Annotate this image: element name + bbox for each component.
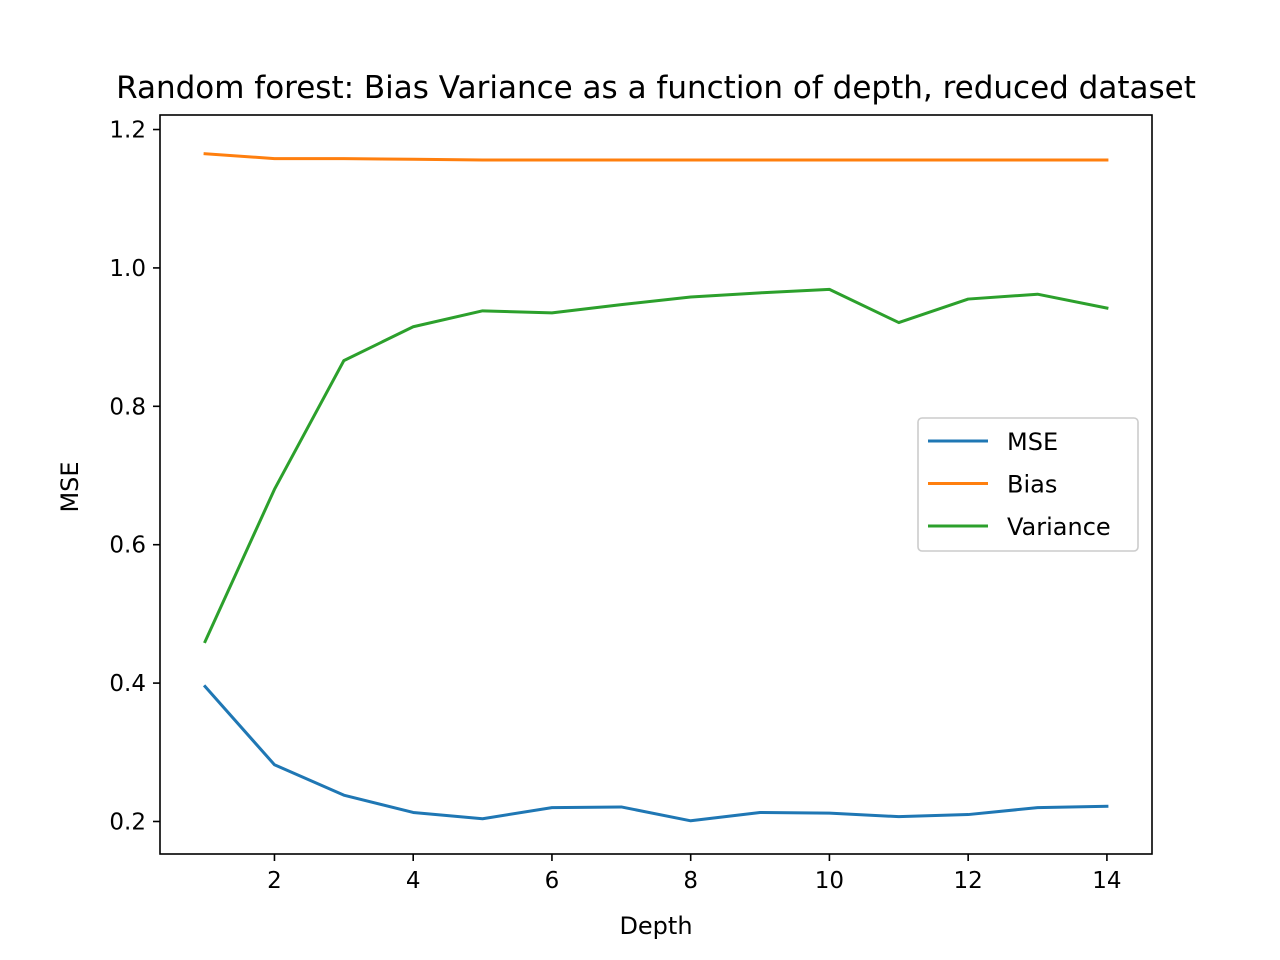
x-tick-label: 2 (267, 868, 282, 894)
x-tick-label: 10 (815, 868, 844, 894)
y-tick-label: 0.6 (109, 533, 146, 559)
y-tick-label: 1.0 (109, 256, 146, 282)
legend: MSE Bias Variance (917, 417, 1139, 552)
x-axis-ticks: 2 4 6 8 10 12 14 (267, 854, 1122, 894)
series-line-bias (203, 152, 1109, 162)
series-line-variance (203, 287, 1109, 644)
x-tick-label: 12 (954, 868, 983, 894)
x-tick-label: 6 (545, 868, 560, 894)
y-tick-label: 0.4 (109, 671, 146, 697)
legend-label-mse: MSE (1007, 428, 1058, 456)
legend-label-variance: Variance (1007, 513, 1111, 541)
x-axis-label: Depth (619, 912, 692, 940)
x-tick-label: 14 (1092, 868, 1121, 894)
y-tick-label: 0.8 (109, 394, 146, 420)
x-tick-label: 4 (406, 868, 421, 894)
y-tick-label: 0.2 (109, 809, 146, 835)
y-axis-label: MSE (56, 461, 84, 512)
y-axis-ticks: 0.2 0.4 0.6 0.8 1.0 1.2 (109, 118, 160, 835)
series-line-mse (202, 684, 1109, 823)
chart-title: Random forest: Bias Variance as a functi… (116, 70, 1196, 106)
legend-frame (917, 417, 1139, 552)
x-tick-label: 8 (683, 868, 698, 894)
legend-label-bias: Bias (1007, 471, 1057, 499)
plot-frame (159, 114, 1153, 855)
series-layer (202, 152, 1109, 823)
y-tick-label: 1.2 (109, 118, 146, 144)
